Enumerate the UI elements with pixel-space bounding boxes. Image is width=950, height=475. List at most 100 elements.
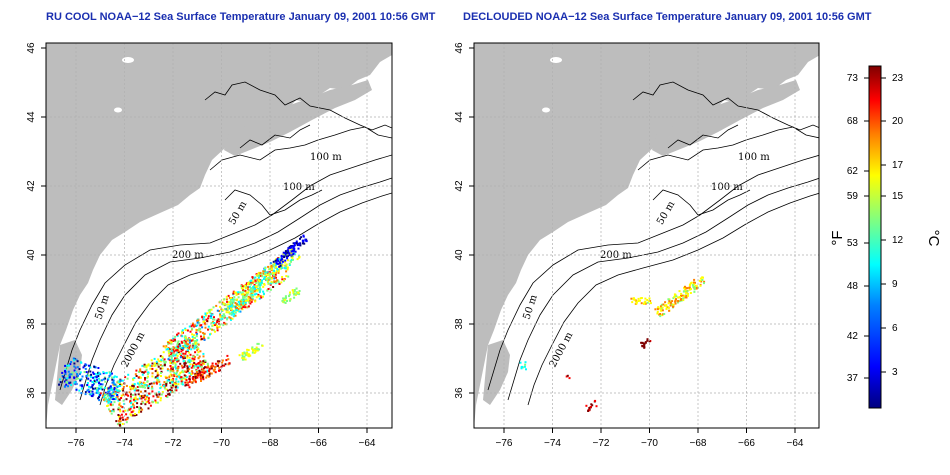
sst-pixel <box>181 356 184 358</box>
sst-pixel <box>176 368 179 371</box>
sst-pixel <box>105 371 108 374</box>
sst-pixel <box>151 367 154 370</box>
sst-pixel <box>175 378 178 381</box>
sst-pixel <box>200 324 203 327</box>
sst-pixel <box>95 387 98 390</box>
sst-pixel <box>188 386 191 389</box>
sst-pixel <box>220 308 223 311</box>
sst-pixel <box>297 247 300 250</box>
sst-pixel <box>249 289 252 292</box>
sst-pixel <box>642 302 645 305</box>
sst-pixel <box>187 338 190 341</box>
sst-pixel <box>119 379 122 382</box>
sst-pixel <box>73 381 76 384</box>
sst-pixel <box>169 388 172 391</box>
sst-pixel <box>524 363 527 366</box>
sst-pixel <box>267 265 270 268</box>
sst-pixel <box>108 397 111 400</box>
sst-pixel <box>104 393 107 396</box>
contour-label: 100 m <box>310 152 342 163</box>
sst-pixel <box>108 371 111 374</box>
sst-pixel <box>244 293 247 296</box>
sst-pixel <box>161 357 164 360</box>
sst-pixel <box>83 371 86 373</box>
sst-pixel <box>257 342 260 345</box>
lat-label: 36 <box>26 387 37 399</box>
sst-pixel <box>133 414 136 417</box>
sst-pixel <box>682 290 685 293</box>
sst-pixel <box>239 310 242 313</box>
lon-label: −66 <box>310 438 327 449</box>
sst-pixel <box>175 372 178 375</box>
sst-pixel <box>174 354 177 357</box>
sst-pixel <box>78 389 81 392</box>
sst-pixel <box>188 347 190 350</box>
sst-pixel <box>264 267 267 270</box>
sst-pixel <box>244 284 247 287</box>
sst-pixel <box>156 377 159 379</box>
lake <box>550 57 562 63</box>
sst-pixel <box>269 283 272 286</box>
sst-pixel <box>135 389 138 392</box>
sst-pixel <box>665 304 668 307</box>
sst-pixel <box>231 305 234 308</box>
sst-pixel <box>241 352 244 355</box>
sst-pixel <box>186 366 189 369</box>
sst-pixel <box>128 408 131 411</box>
sst-pixel <box>272 260 275 263</box>
sst-pixel <box>193 362 196 364</box>
sst-pixel <box>185 346 188 349</box>
sst-pixel <box>661 309 664 312</box>
sst-pixel <box>150 387 153 390</box>
sst-pixel <box>164 375 167 378</box>
lat-label: 46 <box>454 42 465 54</box>
sst-pixel <box>203 316 206 318</box>
sst-pixel <box>176 341 179 344</box>
sst-pixel <box>129 388 132 391</box>
sst-pixel <box>110 395 113 398</box>
sst-pixel <box>293 289 296 291</box>
sst-pixel <box>300 236 303 239</box>
sst-pixel <box>271 277 274 280</box>
sst-pixel <box>144 377 146 380</box>
sst-pixel <box>90 373 93 376</box>
sst-pixel <box>201 373 204 376</box>
sst-pixel <box>243 355 246 358</box>
sst-pixel <box>120 383 123 386</box>
sst-pixel <box>73 369 76 372</box>
sst-pixel <box>646 299 649 301</box>
sst-pixel <box>277 259 279 262</box>
sst-pixel <box>283 266 286 269</box>
sst-pixel <box>129 385 131 388</box>
sst-pixel <box>302 239 305 242</box>
sst-pixel <box>288 264 291 266</box>
sst-pixel <box>291 289 294 292</box>
sst-pixel <box>232 311 235 314</box>
sst-pixel <box>184 345 187 348</box>
sst-pixel <box>122 393 125 396</box>
sst-pixel <box>288 252 291 255</box>
sst-pixel <box>138 370 140 373</box>
sst-pixel <box>154 399 157 402</box>
sst-pixel <box>185 336 187 339</box>
sst-pixel <box>67 370 70 373</box>
sst-pixel <box>109 385 112 388</box>
sst-pixel <box>147 371 150 374</box>
sst-pixel <box>693 288 696 291</box>
sst-pixel <box>273 280 276 283</box>
sst-pixel <box>684 285 686 288</box>
sst-pixel <box>288 262 291 265</box>
sst-pixel <box>285 275 288 278</box>
sst-pixel <box>200 335 202 338</box>
sst-pixel <box>171 350 174 353</box>
sst-pixel <box>147 407 150 410</box>
contour-label: 100 m <box>711 182 743 193</box>
sst-pixel <box>221 303 224 306</box>
lat-label: 42 <box>454 180 465 192</box>
sst-pixel <box>244 306 247 309</box>
sst-pixel <box>144 365 146 368</box>
sst-pixel <box>273 277 276 280</box>
sst-pixel <box>146 384 149 387</box>
sst-pixel <box>234 305 237 308</box>
sst-pixel <box>163 358 166 361</box>
